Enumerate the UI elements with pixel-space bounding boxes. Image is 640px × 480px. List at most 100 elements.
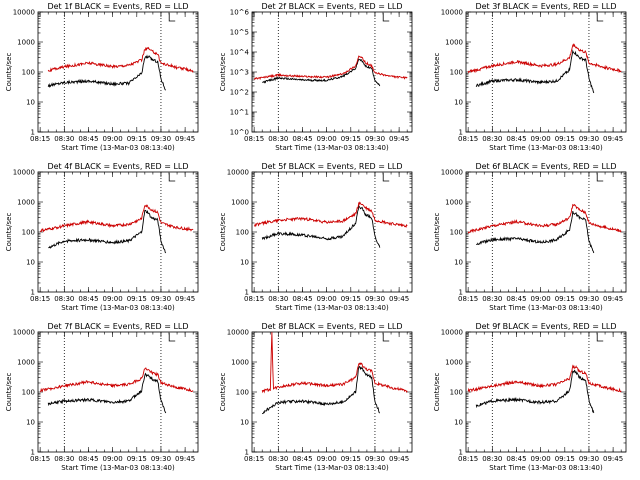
interval-bracket [596,333,604,342]
x-tick-label: 09:45 [389,455,409,463]
lld-series-line [254,55,408,81]
x-tick-label: 09:30 [151,295,171,303]
y-tick-label: 10^0 [230,129,249,137]
x-tick-label: 09:30 [365,455,385,463]
y-tick-label: 100 [22,229,35,237]
x-tick-label: 09:15 [555,295,575,303]
x-tick-label: 09:00 [317,135,337,143]
y-tick-label: 1000 [17,199,35,207]
x-tick-label: 08:30 [54,455,74,463]
lld-series-line [47,46,194,73]
events-series-line [475,369,595,414]
x-axis-label: Start Time (13-Mar-03 08:13:40) [61,464,175,472]
x-tick-label: 09:00 [531,135,551,143]
lld-series-line [467,203,622,234]
interval-bracket [596,13,604,22]
x-tick-label: 09:15 [341,295,361,303]
x-tick-label: 09:15 [555,455,575,463]
y-tick-label: 100 [236,229,249,237]
x-tick-label: 09:15 [555,135,575,143]
y-axis-label: Counts/sec [5,213,13,252]
y-tick-label: 10 [26,259,35,267]
y-tick-label: 10000 [13,169,35,177]
y-tick-label: 1 [31,289,35,297]
y-tick-label: 1000 [17,39,35,47]
x-tick-label: 08:45 [78,135,98,143]
x-tick-label: 09:15 [341,135,361,143]
y-tick-label: 100 [236,389,249,397]
y-tick-label: 10^3 [230,69,249,77]
x-tick-label: 09:30 [365,295,385,303]
panel-3: Det 3f BLACK = Events, RED = LLD 1 10 100 10… [433,2,627,152]
plot-frame [465,11,627,133]
x-tick-label: 09:30 [151,135,171,143]
y-tick-label: 1 [245,449,249,457]
events-series-line [47,372,167,414]
lld-series-line [253,201,408,228]
y-tick-label: 100 [450,229,463,237]
panel-title: Det 1f BLACK = Events, RED = LLD [47,2,188,11]
y-tick-label: 100 [22,69,35,77]
x-axis-label: Start Time (13-Mar-03 08:13:40) [61,304,175,312]
x-tick-label: 08:30 [268,455,288,463]
lld-series-line [467,364,622,393]
x-tick-label: 08:45 [506,295,526,303]
panel-title: Det 6f BLACK = Events, RED = LLD [475,162,616,171]
y-tick-label: 1000 [445,39,463,47]
x-tick-label: 09:00 [103,295,123,303]
x-tick-label: 08:15 [30,295,50,303]
y-axis-label: Counts/sec [219,213,227,252]
y-tick-label: 10^5 [230,29,249,37]
y-tick-label: 1 [31,449,35,457]
x-tick-label: 08:15 [30,455,50,463]
y-tick-label: 10000 [441,329,463,337]
y-axis-label: Counts/sec [219,373,227,412]
events-series-line [48,209,167,254]
panel-title: Det 5f BLACK = Events, RED = LLD [261,162,402,171]
x-tick-label: 09:45 [175,135,195,143]
y-axis-label: Counts/sec [5,373,13,412]
interval-bracket [382,173,390,182]
plot-frame [465,171,627,293]
x-tick-label: 08:15 [244,135,264,143]
x-tick-label: 08:30 [482,135,502,143]
y-tick-label: 1 [459,129,463,137]
y-tick-label: 1000 [445,199,463,207]
x-tick-label: 09:00 [317,295,337,303]
lld-series-line [261,332,408,394]
plot-frame [251,331,413,453]
interval-bracket [382,333,390,342]
x-tick-label: 08:45 [506,455,526,463]
x-tick-label: 09:30 [579,135,599,143]
y-tick-label: 10 [240,259,249,267]
y-tick-label: 1000 [231,199,249,207]
x-tick-label: 09:15 [127,295,147,303]
x-axis-label: Start Time (13-Mar-03 08:13:40) [275,304,389,312]
y-tick-label: 100 [450,389,463,397]
x-tick-label: 08:15 [458,295,478,303]
panel-1: Det 1f BLACK = Events, RED = LLD 1 10 100 10… [5,2,199,152]
x-tick-label: 09:45 [603,135,623,143]
x-tick-label: 08:15 [30,135,50,143]
x-tick-label: 08:45 [506,135,526,143]
x-tick-label: 08:15 [458,135,478,143]
y-tick-label: 10000 [227,329,249,337]
y-tick-label: 10^1 [230,109,249,117]
events-series-line [47,54,167,91]
x-tick-label: 08:15 [244,295,264,303]
events-series-line [475,49,595,94]
y-tick-label: 100 [450,69,463,77]
plot-frame [37,331,199,453]
interval-bracket [168,13,176,22]
y-tick-label: 10^6 [230,9,250,17]
x-tick-label: 09:45 [603,295,623,303]
x-tick-label: 08:30 [482,295,502,303]
lld-series-line [467,43,622,74]
y-tick-label: 10 [454,99,463,107]
y-axis-label: Counts/sec [433,213,441,252]
y-tick-label: 100 [22,389,35,397]
y-tick-label: 10000 [13,329,35,337]
lld-series-line [39,204,194,233]
x-tick-label: 09:30 [365,135,385,143]
y-tick-label: 1000 [445,359,463,367]
